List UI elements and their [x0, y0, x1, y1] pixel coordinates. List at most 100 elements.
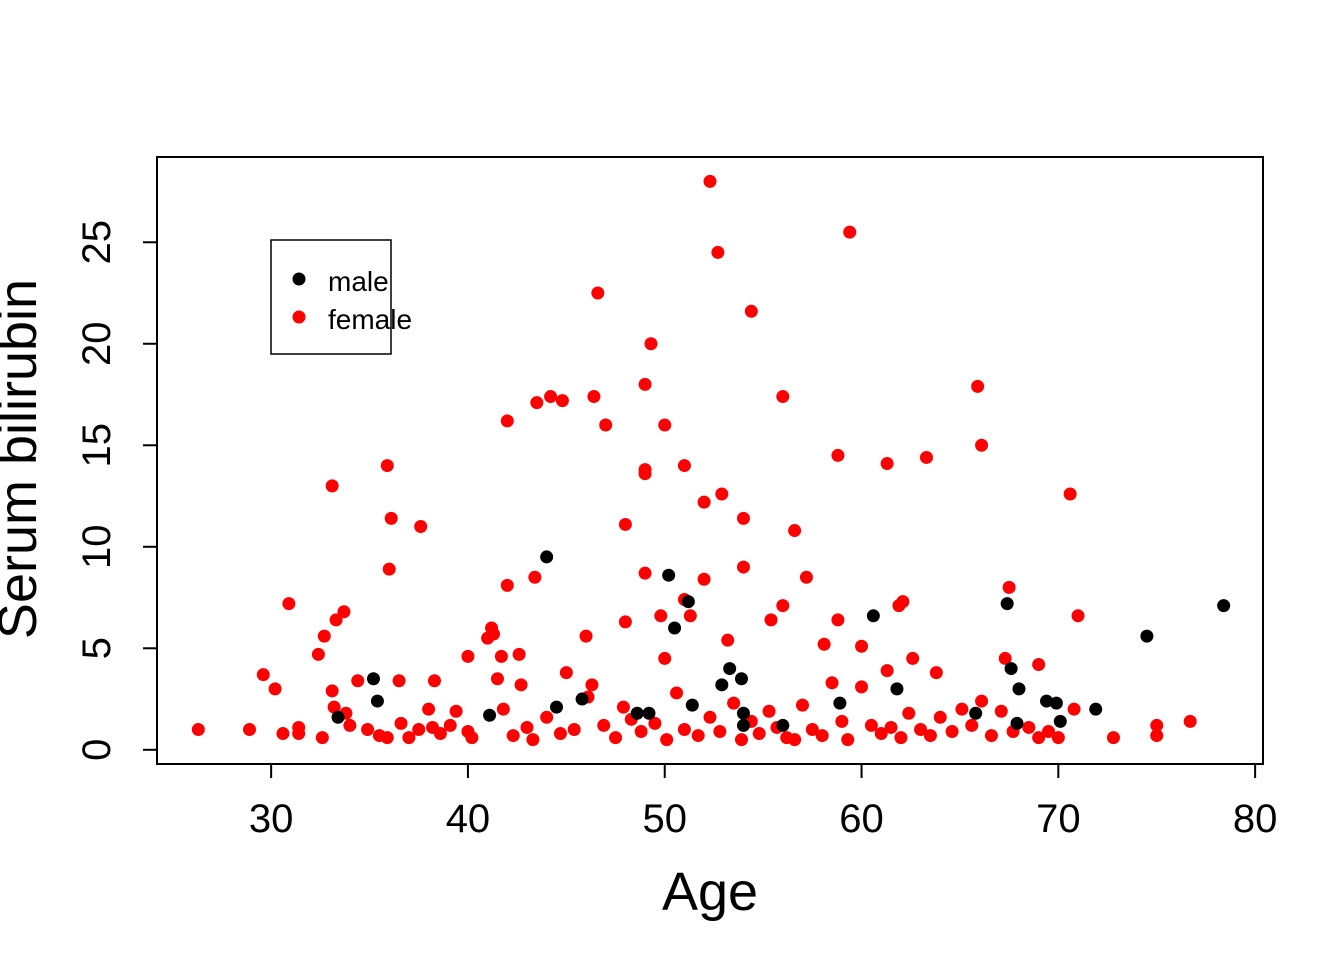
data-point-female [579, 629, 593, 643]
data-point-female [815, 729, 829, 743]
data-point-female [634, 725, 648, 739]
data-point-female [923, 729, 937, 743]
data-point-female [975, 438, 989, 452]
data-point-female [975, 694, 989, 708]
data-point-female [683, 609, 697, 623]
data-point-female [1002, 580, 1016, 594]
data-point-male [668, 621, 682, 635]
data-point-female [329, 613, 343, 627]
data-point-female [638, 463, 652, 477]
data-point-female [585, 678, 599, 692]
data-point-female [965, 718, 979, 732]
data-point-female [461, 649, 475, 663]
data-point-female [394, 716, 408, 730]
data-point-male [540, 550, 554, 564]
data-point-female [1106, 731, 1120, 745]
data-point-female [609, 731, 623, 745]
data-point-female [382, 562, 396, 576]
data-point-female [1071, 609, 1085, 623]
data-point-male [890, 682, 904, 696]
data-point-female [894, 731, 908, 745]
data-point-female [971, 379, 985, 393]
y-tick-label: 0 [75, 739, 119, 761]
data-point-female [500, 414, 514, 428]
data-point-male [331, 710, 345, 724]
legend-box [270, 239, 392, 355]
data-point-female [654, 609, 668, 623]
data-point-female [597, 718, 611, 732]
data-point-female [282, 597, 296, 611]
data-point-female [530, 396, 544, 410]
data-point-female [268, 682, 282, 696]
data-point-female [380, 731, 394, 745]
data-point-male [1040, 694, 1054, 708]
data-point-female [1032, 731, 1046, 745]
data-point-female [1183, 714, 1197, 728]
data-point-female [325, 684, 339, 698]
data-point-female [343, 718, 357, 732]
x-tick-label: 40 [446, 797, 491, 841]
data-point-female [711, 245, 725, 259]
data-point-male [630, 706, 644, 720]
x-tick-label: 70 [1036, 797, 1081, 841]
data-point-male [1012, 682, 1026, 696]
data-point-female [315, 731, 329, 745]
data-point-female [618, 615, 632, 629]
data-point-female [776, 390, 790, 404]
data-point-female [638, 377, 652, 391]
data-point-female [496, 702, 510, 716]
y-axis: 0 5 10 15 20 25 [75, 220, 158, 761]
x-tick-label: 80 [1233, 797, 1278, 841]
data-point-female [776, 599, 790, 613]
data-point-male [776, 718, 790, 732]
data-point-female [443, 718, 457, 732]
data-point-female [526, 733, 540, 747]
data-point-female [1063, 487, 1077, 501]
data-point-female [955, 702, 969, 716]
data-point-female [697, 572, 711, 586]
data-point-male [483, 708, 497, 722]
data-point-male [681, 595, 695, 609]
data-point-female [384, 511, 398, 525]
x-tick-label: 50 [642, 797, 687, 841]
data-point-female [906, 651, 920, 665]
data-point-female [677, 459, 691, 473]
data-point-female [703, 174, 717, 188]
data-point-male [715, 678, 729, 692]
data-point-female [616, 700, 630, 714]
data-point-female [831, 613, 845, 627]
data-point-male [1010, 716, 1024, 730]
data-point-female [500, 578, 514, 592]
y-tick-label: 25 [75, 220, 119, 265]
data-point-female [864, 718, 878, 732]
data-point-female [512, 647, 526, 661]
data-point-female [762, 704, 776, 718]
data-point-female [494, 649, 508, 663]
data-point-female [805, 722, 819, 736]
data-point-female [744, 304, 758, 318]
data-point-female [1150, 729, 1164, 743]
data-point-female [427, 674, 441, 688]
data-point-female [242, 722, 256, 736]
data-point-female [638, 566, 652, 580]
data-point-female [327, 700, 341, 714]
data-point-female [715, 487, 729, 501]
data-point-female [1032, 658, 1046, 672]
data-point-male [1053, 714, 1067, 728]
data-point-female [449, 704, 463, 718]
data-point-female [591, 286, 605, 300]
data-point-female [465, 731, 479, 745]
data-point-female [559, 666, 573, 680]
data-point-female [855, 639, 869, 653]
data-point-female [658, 418, 672, 432]
data-point-female [736, 560, 750, 574]
data-point-male [1140, 629, 1154, 643]
legend: male female [270, 239, 412, 355]
data-point-female [880, 457, 894, 471]
data-point-female [721, 633, 735, 647]
y-axis-title: Serum bilirubin [0, 279, 48, 639]
data-point-female [506, 729, 520, 743]
data-point-female [727, 696, 741, 710]
data-point-female [884, 720, 898, 734]
